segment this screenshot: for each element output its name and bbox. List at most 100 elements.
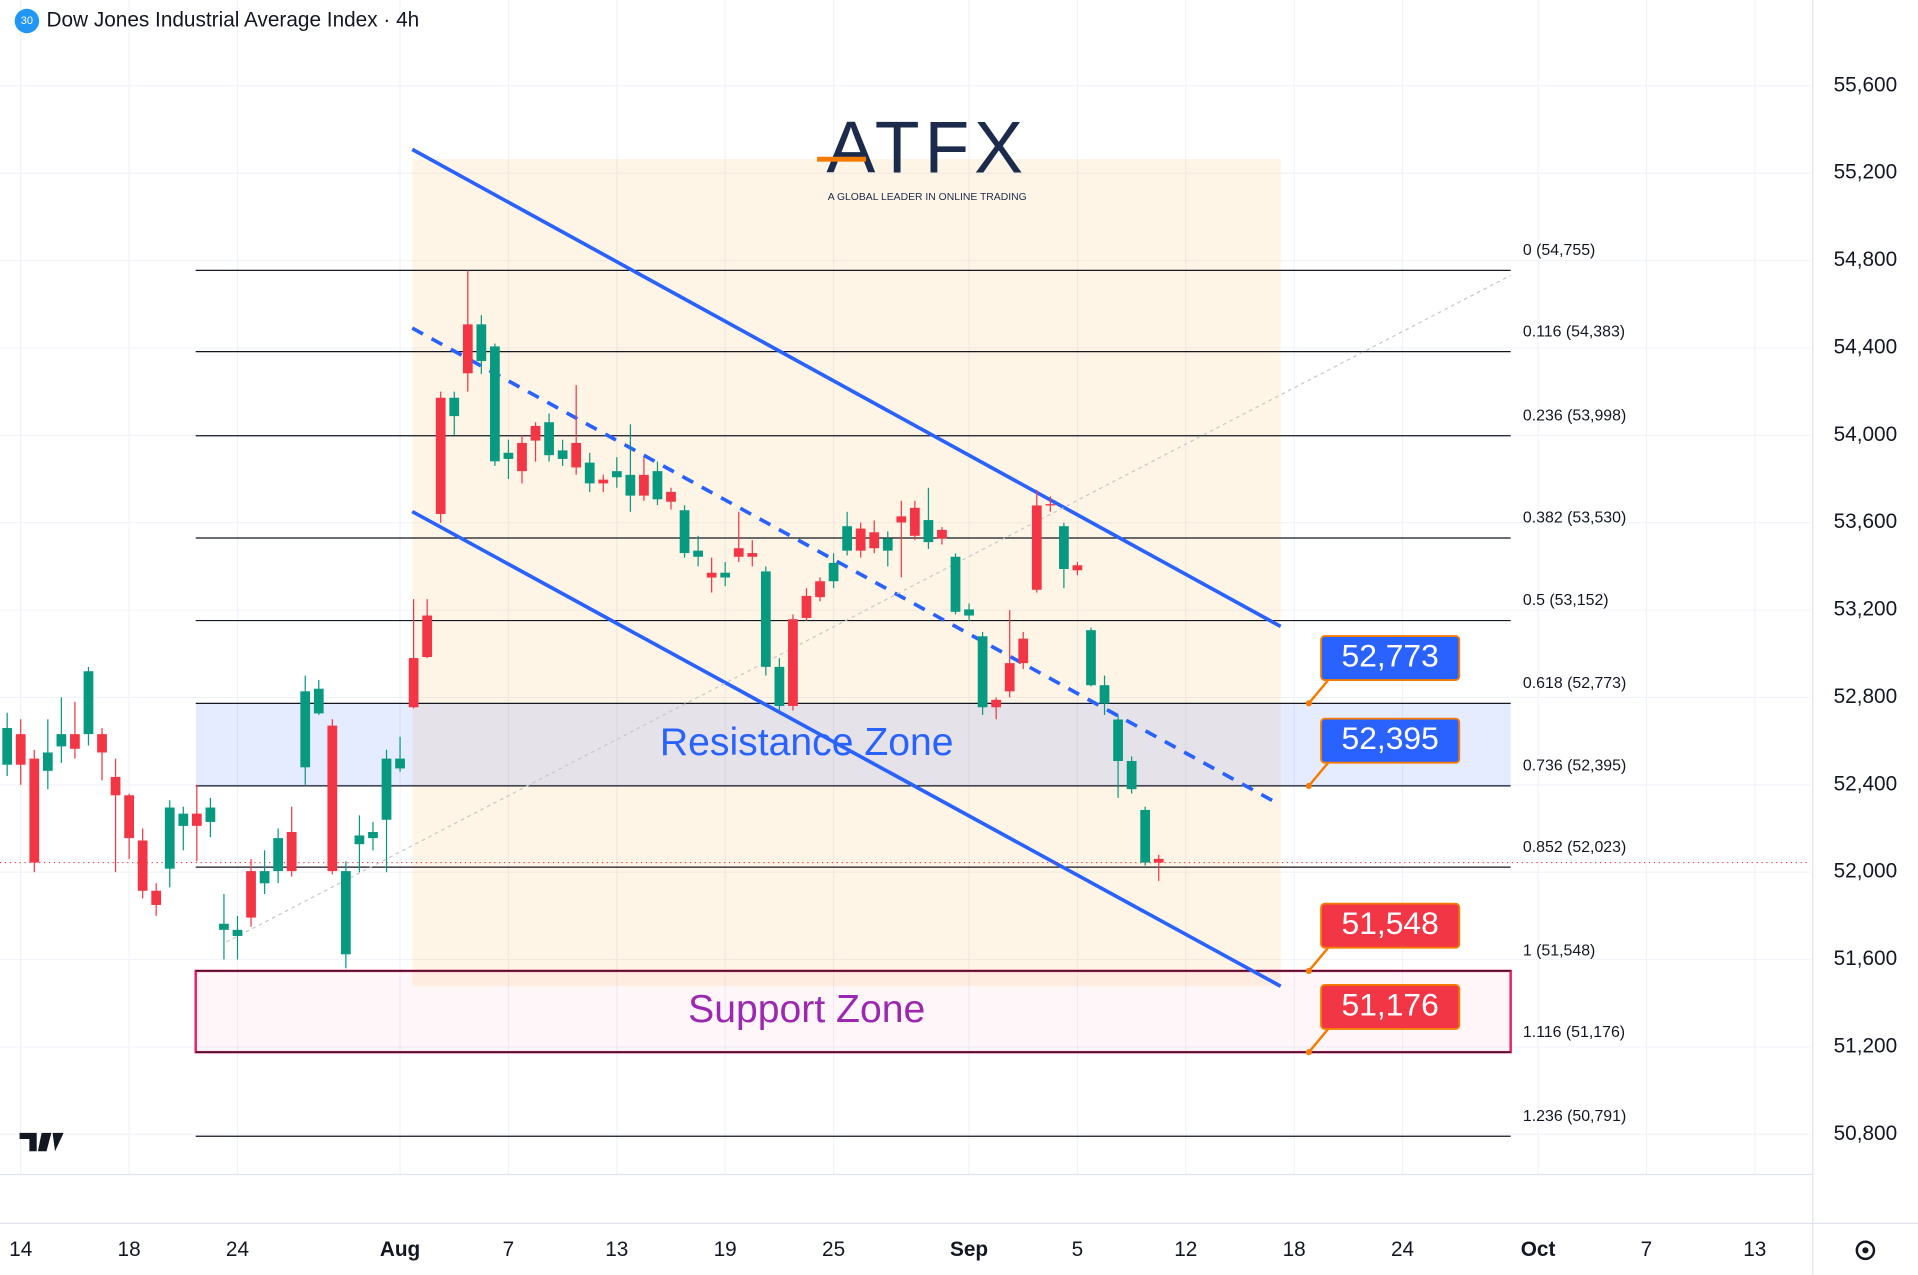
candle-body <box>300 691 311 768</box>
settings-icon[interactable] <box>1855 1240 1876 1261</box>
fib-label: 1.236 (50,791) <box>1523 1108 1626 1125</box>
candle-body <box>760 571 771 667</box>
y-tick-label: 52,400 <box>1834 772 1898 795</box>
fib-label: 0 (54,755) <box>1523 242 1595 259</box>
candle-body <box>544 422 554 456</box>
candle-body <box>327 725 338 872</box>
y-tick-label: 53,200 <box>1834 598 1898 621</box>
candle-body <box>679 510 690 554</box>
symbol-badge <box>14 8 40 34</box>
zone-label: Support Zone <box>688 988 925 1031</box>
candle-body <box>259 871 270 884</box>
candle-body <box>774 666 785 706</box>
candle-body <box>828 562 839 582</box>
candle-body <box>1045 504 1056 506</box>
fib-label: 0.236 (53,998) <box>1523 407 1626 424</box>
candle-body <box>422 615 433 658</box>
candle-body <box>788 619 798 706</box>
candle-body <box>1086 630 1096 686</box>
candle-body <box>530 425 541 441</box>
candle-body <box>882 538 893 551</box>
candle-body <box>191 813 202 826</box>
channel-lower-line <box>411 509 1282 988</box>
fib-label: 1 (51,548) <box>1523 943 1595 960</box>
candle-body <box>56 734 67 747</box>
logo-tagline: A GLOBAL LEADER IN ONLINE TRADING <box>828 192 1027 203</box>
candle-body <box>435 397 446 514</box>
x-tick-label: 18 <box>118 1238 141 1261</box>
candle-body <box>991 699 1002 708</box>
candle-body <box>625 474 636 496</box>
candle-body <box>639 474 649 496</box>
candle-body <box>1072 565 1083 571</box>
zone <box>194 969 1512 1054</box>
x-tick-label: 14 <box>9 1238 32 1261</box>
callout-anchor <box>1305 1049 1312 1056</box>
candle-body <box>1126 761 1137 790</box>
y-tick-label: 52,800 <box>1834 685 1898 708</box>
x-tick-label: 24 <box>1391 1238 1414 1261</box>
fib-label: 0.116 (54,383) <box>1523 323 1625 340</box>
candle-body <box>950 556 961 612</box>
candle-body <box>408 658 419 708</box>
callout-anchor <box>1305 782 1312 789</box>
logo-accent <box>817 156 867 162</box>
candle-body <box>937 529 947 539</box>
x-tick-label: 13 <box>1743 1238 1766 1261</box>
candle-body <box>977 636 988 708</box>
candle-body <box>869 532 880 549</box>
candle-body <box>896 516 907 523</box>
candle-body <box>83 671 94 735</box>
fib-label: 0.852 (52,023) <box>1523 839 1626 856</box>
candle-body <box>909 507 920 536</box>
x-tick-label: Aug <box>380 1238 420 1261</box>
candle-body <box>1004 663 1015 692</box>
candle-body <box>584 462 595 484</box>
y-tick-label: 54,800 <box>1834 248 1898 271</box>
y-tick-label: 55,200 <box>1834 161 1898 184</box>
settings-icon-center[interactable] <box>1862 1247 1869 1254</box>
y-tick-label: 54,400 <box>1834 335 1898 358</box>
symbol-badge-text: 30 <box>21 15 33 27</box>
tradingview-logo <box>19 1132 64 1152</box>
channel-middle-line <box>411 326 1282 807</box>
y-tick-label: 54,000 <box>1834 423 1898 446</box>
x-tick-label: 18 <box>1283 1238 1306 1261</box>
candle-body <box>517 442 527 472</box>
candle-body <box>313 688 324 714</box>
callout-anchor <box>1305 700 1312 707</box>
fib-label: 0.618 (52,773) <box>1523 675 1626 692</box>
candle-body <box>693 550 703 557</box>
candle-body <box>205 807 216 822</box>
candle-body <box>1099 685 1110 704</box>
y-tick-label: 55,600 <box>1834 73 1898 96</box>
x-tick-label: 25 <box>822 1238 845 1261</box>
candle-body <box>557 450 568 459</box>
candle-body <box>178 813 189 826</box>
candle-body <box>232 929 243 936</box>
x-tick-label: 24 <box>226 1238 249 1261</box>
candle-body <box>652 471 663 500</box>
callout-label: 51,176 <box>1342 986 1439 1022</box>
callout-label: 51,548 <box>1342 905 1439 941</box>
candle-body <box>1059 526 1069 569</box>
chart-title: Dow Jones Industrial Average Index · 4h <box>46 8 419 31</box>
y-tick-label: 51,200 <box>1834 1034 1898 1057</box>
candle-body <box>1018 638 1029 664</box>
y-tick-label: 51,600 <box>1834 947 1898 970</box>
candle-body <box>164 807 175 869</box>
drawings: 0 (54,755) 0.116 (54,383) 0.236 (53,998) 0.… <box>0 147 1811 1137</box>
candle-body <box>1153 858 1164 863</box>
callout-box <box>1320 635 1461 682</box>
candle-body <box>15 734 26 765</box>
channel-upper-line <box>411 147 1282 629</box>
candle-body <box>720 572 731 578</box>
y-tick-label: 50,800 <box>1834 1122 1898 1145</box>
candle-body <box>29 758 40 863</box>
candle-body <box>801 595 812 618</box>
axes: 50,800 51,200 51,600 52,000 52,400 52,800 53,2… <box>9 73 1898 1261</box>
callout-anchor <box>1305 967 1312 974</box>
candle-body <box>219 923 229 930</box>
candle-body <box>340 871 351 955</box>
